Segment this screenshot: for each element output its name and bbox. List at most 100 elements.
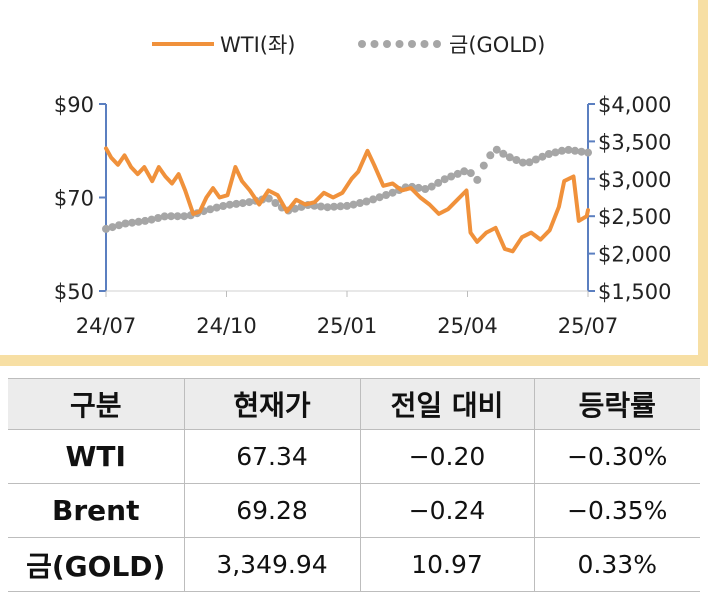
table-row: Brent 69.28 −0.24 −0.35% — [8, 483, 700, 538]
gold-point — [316, 202, 325, 211]
gold-point — [525, 158, 534, 167]
legend-gold-dot — [358, 40, 366, 48]
gold-point — [219, 202, 228, 210]
header-rate: 등락률 — [533, 378, 700, 430]
header-price: 현재가 — [183, 378, 361, 430]
gold-point — [121, 219, 130, 228]
wti-series — [104, 146, 590, 254]
gold-point — [349, 200, 358, 209]
left-tick-label: $70 — [54, 187, 94, 211]
price-table: 구분 현재가 전일 대비 등락률 WTI 67.34 −0.20 −0.30% … — [8, 378, 700, 592]
gold-point — [447, 172, 456, 181]
gold-point — [512, 156, 521, 164]
gold-point — [538, 152, 547, 161]
gold-point — [212, 203, 221, 212]
table-row: 금(GOLD) 3,349.94 10.97 0.33% — [8, 537, 700, 592]
gold-point — [421, 185, 430, 193]
row-change: −0.20 — [359, 429, 535, 484]
gold-point — [544, 150, 553, 158]
gold-point — [466, 169, 475, 178]
row-change: 10.97 — [359, 537, 535, 592]
gold-point — [453, 169, 462, 178]
legend-gold-dot — [370, 40, 379, 48]
gold-point — [128, 218, 137, 227]
left-tick-label: $90 — [54, 93, 94, 117]
right-tick-label: $4,000 — [598, 93, 671, 117]
gold-point — [154, 214, 163, 222]
legend-gold-dot — [420, 40, 429, 48]
gold-point — [356, 199, 364, 207]
x-tick-label: 25/01 — [317, 314, 378, 338]
gold-point — [486, 151, 495, 160]
gold-point — [323, 203, 332, 212]
chart-panel: WTI(좌) 금(GOLD) $50 $70 $90 $1,500 $2,000 $2,5… — [0, 0, 698, 355]
gold-point — [369, 195, 378, 204]
x-tick-label: 24/07 — [76, 314, 137, 338]
row-rate: 0.33% — [533, 537, 700, 592]
gold-point — [584, 148, 592, 157]
gold-point — [473, 175, 482, 184]
row-price: 3,349.94 — [183, 537, 361, 592]
legend-gold-label: 금(GOLD) — [449, 33, 545, 57]
legend-gold-dot — [395, 40, 404, 48]
legend-gold-dot — [383, 40, 391, 48]
gold-point — [375, 193, 384, 202]
legend-gold-dot — [433, 40, 441, 48]
gold-point — [531, 155, 540, 164]
gold-point — [492, 145, 501, 154]
row-price: 67.34 — [183, 429, 361, 484]
row-rate: −0.35% — [533, 483, 700, 538]
line-chart: WTI(좌) 금(GOLD) $50 $70 $90 $1,500 $2,000 $2,5… — [54, 33, 672, 338]
price-table-area: 구분 현재가 전일 대비 등락률 WTI 67.34 −0.20 −0.30% … — [0, 366, 708, 592]
gold-point — [427, 182, 436, 191]
x-tick-label: 24/10 — [196, 314, 257, 338]
gold-point — [382, 191, 391, 199]
x-tick-label: 25/04 — [437, 314, 498, 338]
right-tick-label: $2,000 — [598, 243, 671, 267]
right-tick-label: $1,500 — [598, 280, 671, 304]
right-tick-label: $3,500 — [598, 130, 671, 154]
table-header-row: 구분 현재가 전일 대비 등락률 — [8, 378, 700, 430]
gold-point — [173, 212, 182, 221]
x-tick-label: 25/07 — [558, 314, 619, 338]
right-tick-label: $3,000 — [598, 168, 671, 192]
gold-point — [414, 183, 423, 192]
row-change: −0.24 — [359, 483, 535, 538]
legend-gold-swatch — [358, 40, 441, 48]
gold-point — [160, 212, 169, 221]
gold-point — [330, 202, 338, 211]
gold-point — [434, 178, 443, 187]
gold-point — [238, 199, 247, 208]
wti-line — [104, 146, 590, 254]
legend-gold-dot — [408, 40, 416, 48]
legend-wti-label: WTI(좌) — [220, 33, 296, 57]
gold-point — [518, 158, 527, 167]
gold-point — [102, 224, 110, 233]
gold-point — [479, 161, 488, 170]
header-category: 구분 — [8, 378, 185, 430]
gold-point — [225, 200, 234, 209]
gold-point — [206, 205, 215, 214]
right-tick-label: $2,500 — [598, 205, 671, 229]
gold-point — [180, 212, 189, 221]
gold-point — [571, 146, 579, 155]
table-row: WTI 67.34 −0.20 −0.30% — [8, 429, 700, 484]
gold-point — [557, 146, 566, 155]
gold-point — [134, 217, 143, 226]
row-name: WTI — [8, 429, 185, 484]
gold-point — [388, 188, 397, 197]
gold-point — [577, 147, 586, 156]
gold-point — [141, 216, 150, 225]
row-name: Brent — [8, 483, 185, 538]
gold-point — [440, 175, 449, 184]
gold-point — [362, 197, 371, 206]
gold-point — [505, 153, 514, 162]
header-change: 전일 대비 — [359, 378, 535, 430]
gold-point — [499, 149, 508, 158]
gold-point — [551, 148, 560, 157]
legend: WTI(좌) 금(GOLD) — [152, 33, 545, 57]
gold-point — [245, 198, 254, 207]
gold-point — [167, 212, 176, 221]
row-name: 금(GOLD) — [8, 537, 185, 592]
